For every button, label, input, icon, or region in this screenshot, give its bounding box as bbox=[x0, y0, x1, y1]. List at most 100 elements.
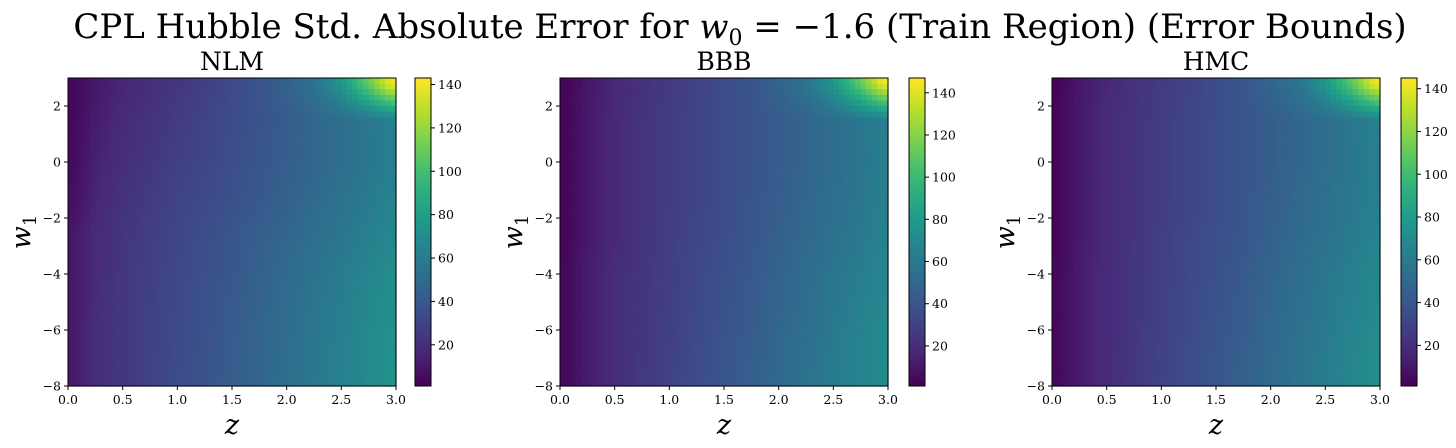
heatmap-cell bbox=[160, 150, 167, 157]
heatmap-cell bbox=[570, 117, 577, 124]
heatmap-cell bbox=[346, 145, 353, 152]
heatmap-cell bbox=[827, 190, 834, 197]
heatmap-cell bbox=[210, 307, 217, 314]
heatmap-cell bbox=[368, 341, 375, 348]
heatmap-cell bbox=[335, 184, 342, 191]
heatmap-cell bbox=[855, 178, 862, 185]
heatmap-cell bbox=[188, 246, 195, 253]
heatmap-cell bbox=[100, 145, 107, 152]
heatmap-cell bbox=[740, 111, 747, 118]
heatmap-cell bbox=[232, 218, 239, 225]
heatmap-cell bbox=[335, 234, 342, 241]
heatmap-cell bbox=[784, 89, 791, 96]
heatmap-cell bbox=[68, 223, 75, 230]
heatmap-cell bbox=[242, 318, 249, 325]
heatmap-cell bbox=[292, 285, 299, 292]
heatmap-cell bbox=[133, 145, 140, 152]
heatmap-cell bbox=[84, 89, 91, 96]
heatmap-cell bbox=[363, 83, 370, 90]
heatmap-cell bbox=[117, 335, 124, 342]
colorbar-tick-label: 100 bbox=[438, 164, 462, 179]
heatmap-cell bbox=[182, 363, 189, 370]
heatmap-cell bbox=[144, 380, 151, 387]
heatmap-cell bbox=[762, 184, 769, 191]
heatmap-cell bbox=[680, 173, 687, 180]
heatmap-cell bbox=[614, 111, 621, 118]
heatmap-cell bbox=[734, 173, 741, 180]
heatmap-cell bbox=[139, 285, 146, 292]
heatmap-cell bbox=[139, 117, 146, 124]
heatmap-cell bbox=[95, 274, 102, 281]
heatmap-cell bbox=[286, 173, 293, 180]
heatmap-cell bbox=[609, 218, 616, 225]
heatmap-cell bbox=[335, 290, 342, 297]
heatmap-cell bbox=[210, 83, 217, 90]
heatmap-cell bbox=[756, 83, 763, 90]
heatmap-cell bbox=[778, 111, 785, 118]
heatmap-cell bbox=[560, 83, 567, 90]
heatmap-cell bbox=[685, 173, 692, 180]
heatmap-cell bbox=[270, 100, 277, 107]
heatmap-cell bbox=[767, 100, 774, 107]
heatmap-cell bbox=[800, 94, 807, 101]
heatmap-cell bbox=[778, 173, 785, 180]
heatmap-cell bbox=[614, 162, 621, 169]
heatmap-cell bbox=[811, 184, 818, 191]
heatmap-cell bbox=[838, 145, 845, 152]
heatmap-cell bbox=[122, 100, 129, 107]
heatmap-cell bbox=[182, 234, 189, 241]
heatmap-cell bbox=[100, 162, 107, 169]
heatmap-cell bbox=[155, 324, 162, 331]
heatmap-cell bbox=[374, 341, 381, 348]
heatmap-cell bbox=[171, 380, 178, 387]
heatmap-cell bbox=[303, 274, 310, 281]
heatmap-cell bbox=[374, 178, 381, 185]
heatmap-cell bbox=[221, 122, 228, 129]
heatmap-cell bbox=[242, 324, 249, 331]
heatmap-cell bbox=[390, 307, 397, 314]
heatmap-cell bbox=[242, 190, 249, 197]
heatmap-cell bbox=[756, 100, 763, 107]
heatmap-cell bbox=[745, 100, 752, 107]
heatmap-cell bbox=[117, 94, 124, 101]
heatmap-cell bbox=[319, 257, 326, 264]
heatmap-cell bbox=[592, 190, 599, 197]
heatmap-cell bbox=[232, 229, 239, 236]
heatmap-cell bbox=[319, 324, 326, 331]
heatmap-cell bbox=[330, 106, 337, 113]
heatmap-cell bbox=[844, 78, 851, 85]
heatmap-cell bbox=[210, 335, 217, 342]
heatmap-cell bbox=[292, 363, 299, 370]
heatmap-cell bbox=[374, 162, 381, 169]
heatmap-cell bbox=[270, 352, 277, 359]
heatmap-cell bbox=[139, 167, 146, 174]
heatmap-cell bbox=[95, 134, 102, 141]
heatmap-cell bbox=[811, 145, 818, 152]
heatmap-cell bbox=[160, 318, 167, 325]
heatmap-cell bbox=[330, 94, 337, 101]
heatmap-cell bbox=[171, 100, 178, 107]
heatmap-cell bbox=[346, 106, 353, 113]
heatmap-cell bbox=[352, 307, 359, 314]
heatmap-cell bbox=[275, 346, 282, 353]
heatmap-cell bbox=[111, 94, 118, 101]
heatmap-cell bbox=[84, 150, 91, 157]
heatmap-cell bbox=[160, 156, 167, 163]
heatmap-cell bbox=[117, 218, 124, 225]
heatmap-cell bbox=[718, 78, 725, 85]
heatmap-cell bbox=[598, 195, 605, 202]
heatmap-cell bbox=[707, 122, 714, 129]
heatmap-cell bbox=[352, 145, 359, 152]
heatmap-cell bbox=[740, 167, 747, 174]
heatmap-cell bbox=[576, 128, 583, 135]
heatmap-cell bbox=[128, 234, 135, 241]
heatmap-cell bbox=[182, 374, 189, 381]
heatmap-cell bbox=[73, 206, 80, 213]
heatmap-cell bbox=[155, 296, 162, 303]
heatmap-cell bbox=[625, 195, 632, 202]
heatmap-cell bbox=[324, 352, 331, 359]
heatmap-cell bbox=[587, 162, 594, 169]
heatmap-cell bbox=[308, 111, 315, 118]
heatmap-cell bbox=[253, 251, 260, 258]
heatmap-cell bbox=[385, 89, 392, 96]
